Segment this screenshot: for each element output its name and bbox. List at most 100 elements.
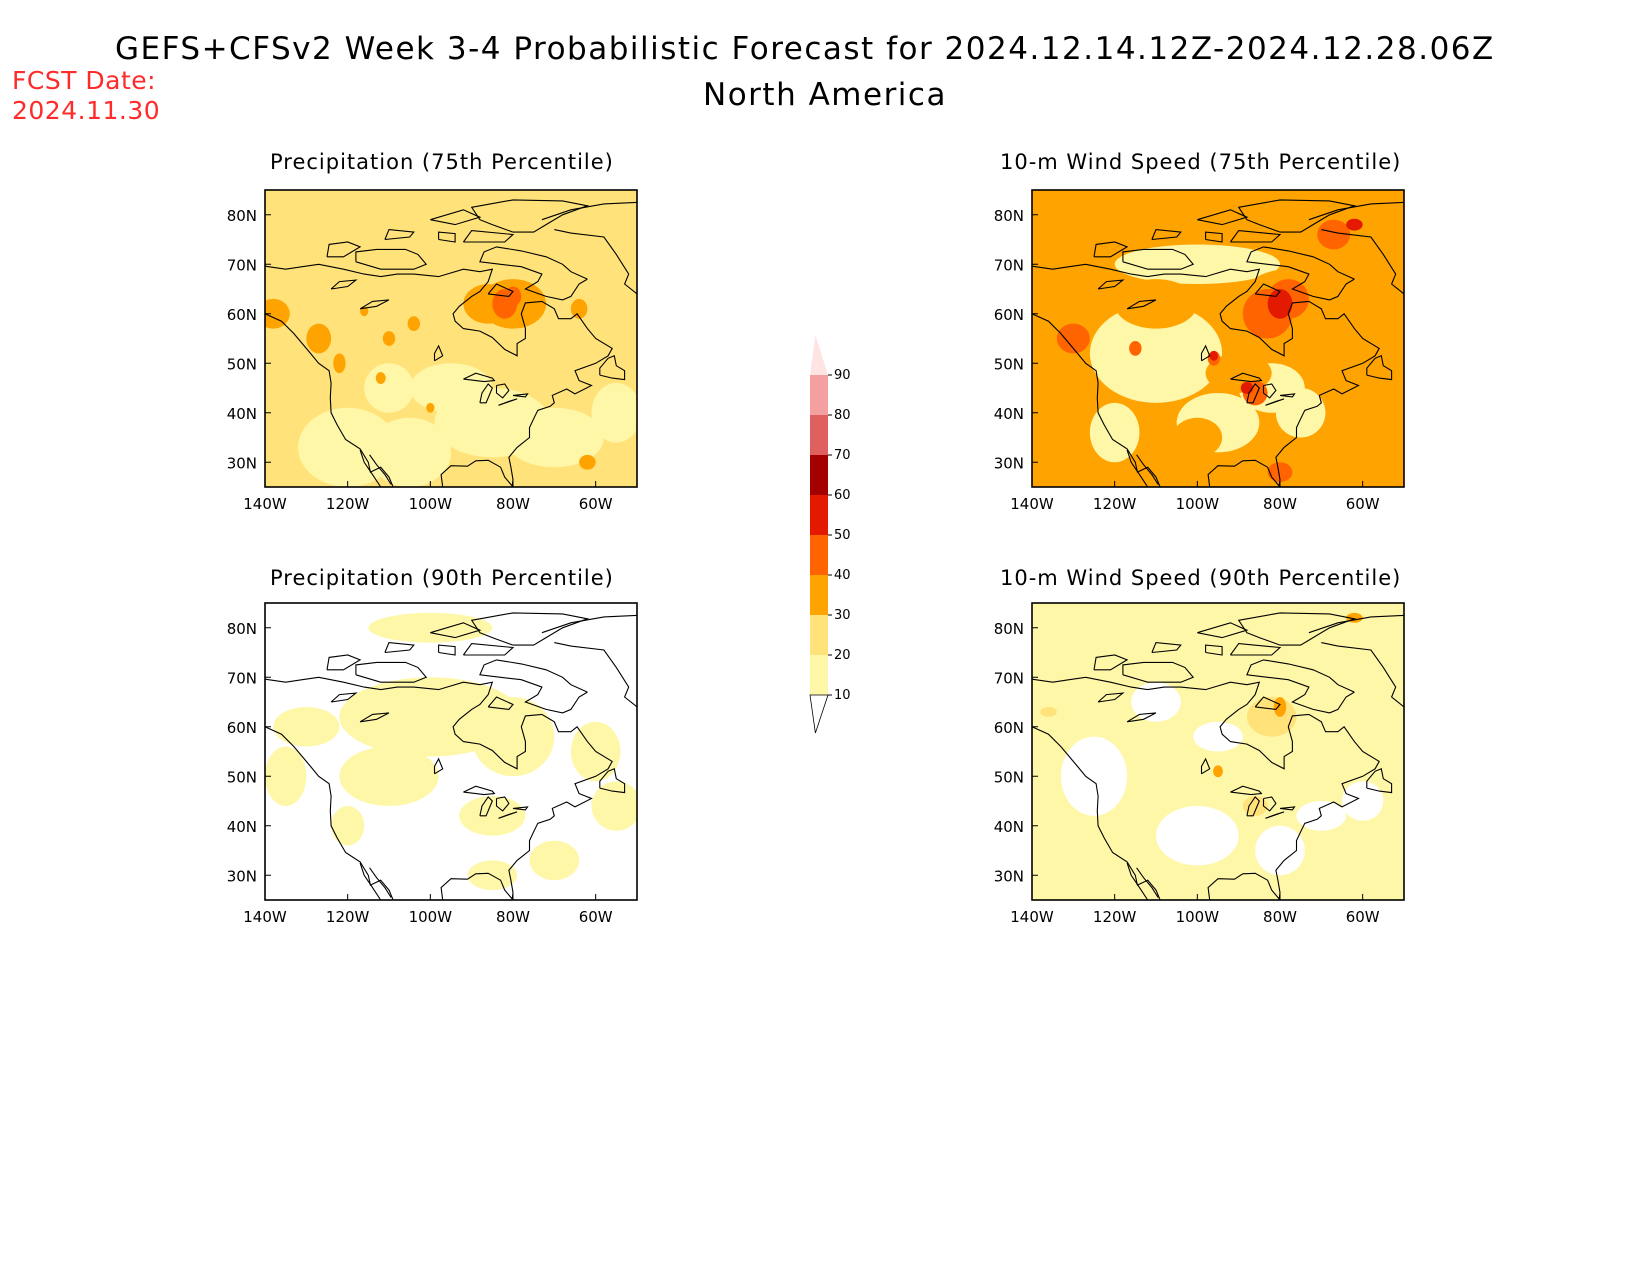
coastline xyxy=(1262,796,1277,812)
probability-patch xyxy=(504,286,522,307)
coastline xyxy=(1032,313,1161,487)
coastline xyxy=(512,806,529,811)
coastline xyxy=(554,229,637,296)
colorbar-label: 60 xyxy=(834,488,851,503)
lon-tick-label: 120W xyxy=(1093,495,1137,513)
probability-patch xyxy=(409,363,493,413)
lon-tick-label: 100W xyxy=(409,908,453,926)
map-frame xyxy=(1031,189,1405,488)
coastline xyxy=(479,246,588,301)
colorbar-segment xyxy=(810,375,828,415)
probability-patch xyxy=(1156,805,1239,866)
probability-patch xyxy=(1056,323,1090,354)
coastline xyxy=(384,642,415,654)
coastline xyxy=(1308,201,1404,221)
lat-tick-label: 60N xyxy=(227,306,257,324)
lat-tick-label: 60N xyxy=(994,719,1024,737)
coastline xyxy=(1032,676,1380,900)
probability-patch xyxy=(529,840,580,881)
coastline xyxy=(1237,612,1357,646)
probability-patch xyxy=(306,323,332,354)
coastline xyxy=(438,644,456,656)
probability-patch xyxy=(1280,234,1363,294)
colorbar-legend: 10 20 30 40 50 60 70 80 90 xyxy=(800,330,860,754)
probability-patch xyxy=(375,372,386,385)
lon-tick-label: 100W xyxy=(1176,495,1220,513)
colorbar-label: 20 xyxy=(834,648,851,663)
probability-patch xyxy=(364,363,414,413)
coastline xyxy=(433,757,444,775)
probability-patch xyxy=(333,353,346,374)
panel-title-precip75: Precipitation (75th Percentile) xyxy=(270,150,614,174)
coastline xyxy=(359,712,390,723)
probability-patch xyxy=(407,316,420,332)
coastline xyxy=(355,248,428,270)
coastline xyxy=(1200,757,1211,775)
coastline xyxy=(1321,642,1404,709)
lat-tick-label: 50N xyxy=(994,355,1024,373)
coastline xyxy=(487,696,514,710)
coastline xyxy=(1126,299,1157,310)
probability-patch xyxy=(1346,218,1363,231)
coastline xyxy=(1308,614,1404,634)
colorbar-label: 90 xyxy=(834,368,851,383)
colorbar-segment xyxy=(810,615,828,655)
lon-tick-label: 140W xyxy=(243,495,287,513)
colorbar-cap xyxy=(809,694,829,734)
panel-title-wind90: 10-m Wind Speed (90th Percentile) xyxy=(1000,566,1402,590)
coastline xyxy=(369,867,392,898)
map-svg: 140W 120W 100W 80W 60W 30N 40N 50N 60N 70N 80N xyxy=(994,189,1405,513)
colorbar-label: 80 xyxy=(834,408,851,423)
colorbar-segment xyxy=(810,495,828,535)
probability-patch xyxy=(265,298,290,329)
probability-patch xyxy=(1267,462,1293,483)
coastline xyxy=(479,383,493,404)
probability-patch xyxy=(591,383,637,443)
coastline xyxy=(1032,263,1380,487)
probability-patch xyxy=(1040,706,1057,717)
map-frame xyxy=(264,189,638,488)
coastline xyxy=(359,449,382,487)
map-panel-precip75: 140W 120W 100W 80W 60W 30N 40N 50N 60N 70N 80N xyxy=(205,185,647,517)
coastline xyxy=(359,862,382,900)
probability-patch xyxy=(459,796,526,836)
colorbar-segment xyxy=(810,415,828,455)
coastline xyxy=(1366,768,1393,794)
lat-tick-label: 70N xyxy=(227,256,257,274)
coastline xyxy=(599,768,626,794)
lat-tick-label: 80N xyxy=(227,207,257,225)
lat-tick-label: 30N xyxy=(994,867,1024,885)
probability-patch xyxy=(579,454,596,470)
coastline xyxy=(470,612,590,646)
lat-tick-label: 60N xyxy=(994,306,1024,324)
lon-tick-label: 120W xyxy=(326,495,370,513)
lon-tick-label: 60W xyxy=(579,495,613,513)
region-subtitle: North America xyxy=(703,77,947,113)
probability-patch xyxy=(273,706,340,747)
lat-tick-label: 80N xyxy=(994,620,1024,638)
probability-patch xyxy=(591,781,637,831)
coastline xyxy=(1246,246,1355,301)
map-svg: 140W 120W 100W 80W 60W 30N 40N 50N 60N 70N 80N xyxy=(994,602,1405,926)
probability-patch xyxy=(1342,781,1384,821)
lon-tick-label: 80W xyxy=(496,495,530,513)
forecast-date-value: 2024.11.30 xyxy=(12,96,161,125)
coastline xyxy=(1122,661,1195,683)
coastline xyxy=(438,231,456,243)
probability-patch xyxy=(265,746,307,806)
coastline xyxy=(355,661,428,683)
coastline xyxy=(462,643,515,656)
coastline xyxy=(487,283,514,297)
coastline xyxy=(265,676,613,900)
lat-tick-label: 80N xyxy=(994,207,1024,225)
coastline xyxy=(1279,393,1296,398)
lat-tick-label: 30N xyxy=(994,454,1024,472)
coastline xyxy=(1237,199,1357,233)
lat-tick-label: 40N xyxy=(227,405,257,423)
lat-tick-label: 40N xyxy=(994,405,1024,423)
coastline xyxy=(1122,248,1195,270)
coastline xyxy=(326,241,362,258)
coastline xyxy=(495,796,510,812)
lat-tick-label: 80N xyxy=(227,620,257,638)
probability-patch xyxy=(1255,825,1305,876)
